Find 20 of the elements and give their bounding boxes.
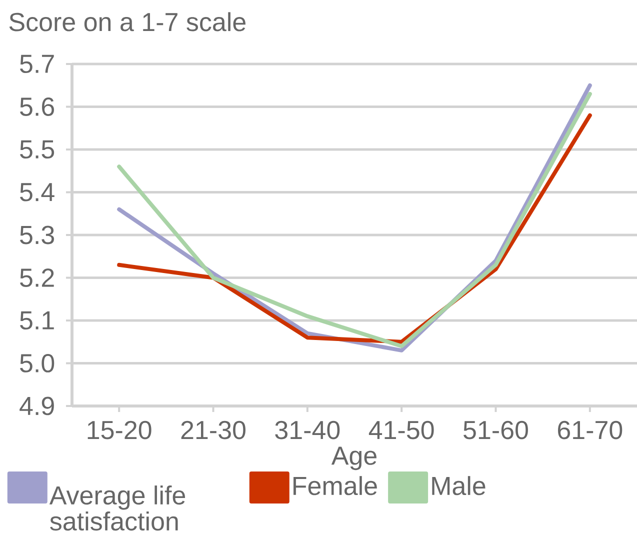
y-tick-label: 5.6 bbox=[20, 98, 54, 116]
y-tick-label: 4.9 bbox=[20, 396, 54, 416]
y-tick-label: 5.7 bbox=[20, 54, 54, 74]
y-tick-label: 5.3 bbox=[20, 226, 54, 244]
x-tick-label: 41-50 bbox=[368, 420, 434, 440]
x-tick-label: 31-40 bbox=[275, 420, 340, 440]
x-tick-label: 61-70 bbox=[558, 420, 622, 440]
y-tick-label: 5.4 bbox=[20, 183, 54, 202]
y-tick-label: 5.2 bbox=[20, 268, 54, 287]
y-tick-label: 5.5 bbox=[20, 140, 54, 159]
x-tick-label: 21-30 bbox=[181, 420, 246, 440]
x-axis-title: Age bbox=[331, 446, 376, 470]
legend-label: Male bbox=[432, 476, 486, 496]
chart-title: Score on a 1-7 scale bbox=[9, 12, 246, 32]
legend-label: Average life satisfaction bbox=[49, 485, 186, 531]
x-tick-label: 51-60 bbox=[464, 420, 528, 440]
legend-label: Female bbox=[294, 476, 377, 496]
y-tick-label: 5.1 bbox=[20, 311, 54, 330]
x-tick-label: 15-20 bbox=[88, 420, 152, 440]
y-tick-label: 5.0 bbox=[20, 354, 54, 372]
